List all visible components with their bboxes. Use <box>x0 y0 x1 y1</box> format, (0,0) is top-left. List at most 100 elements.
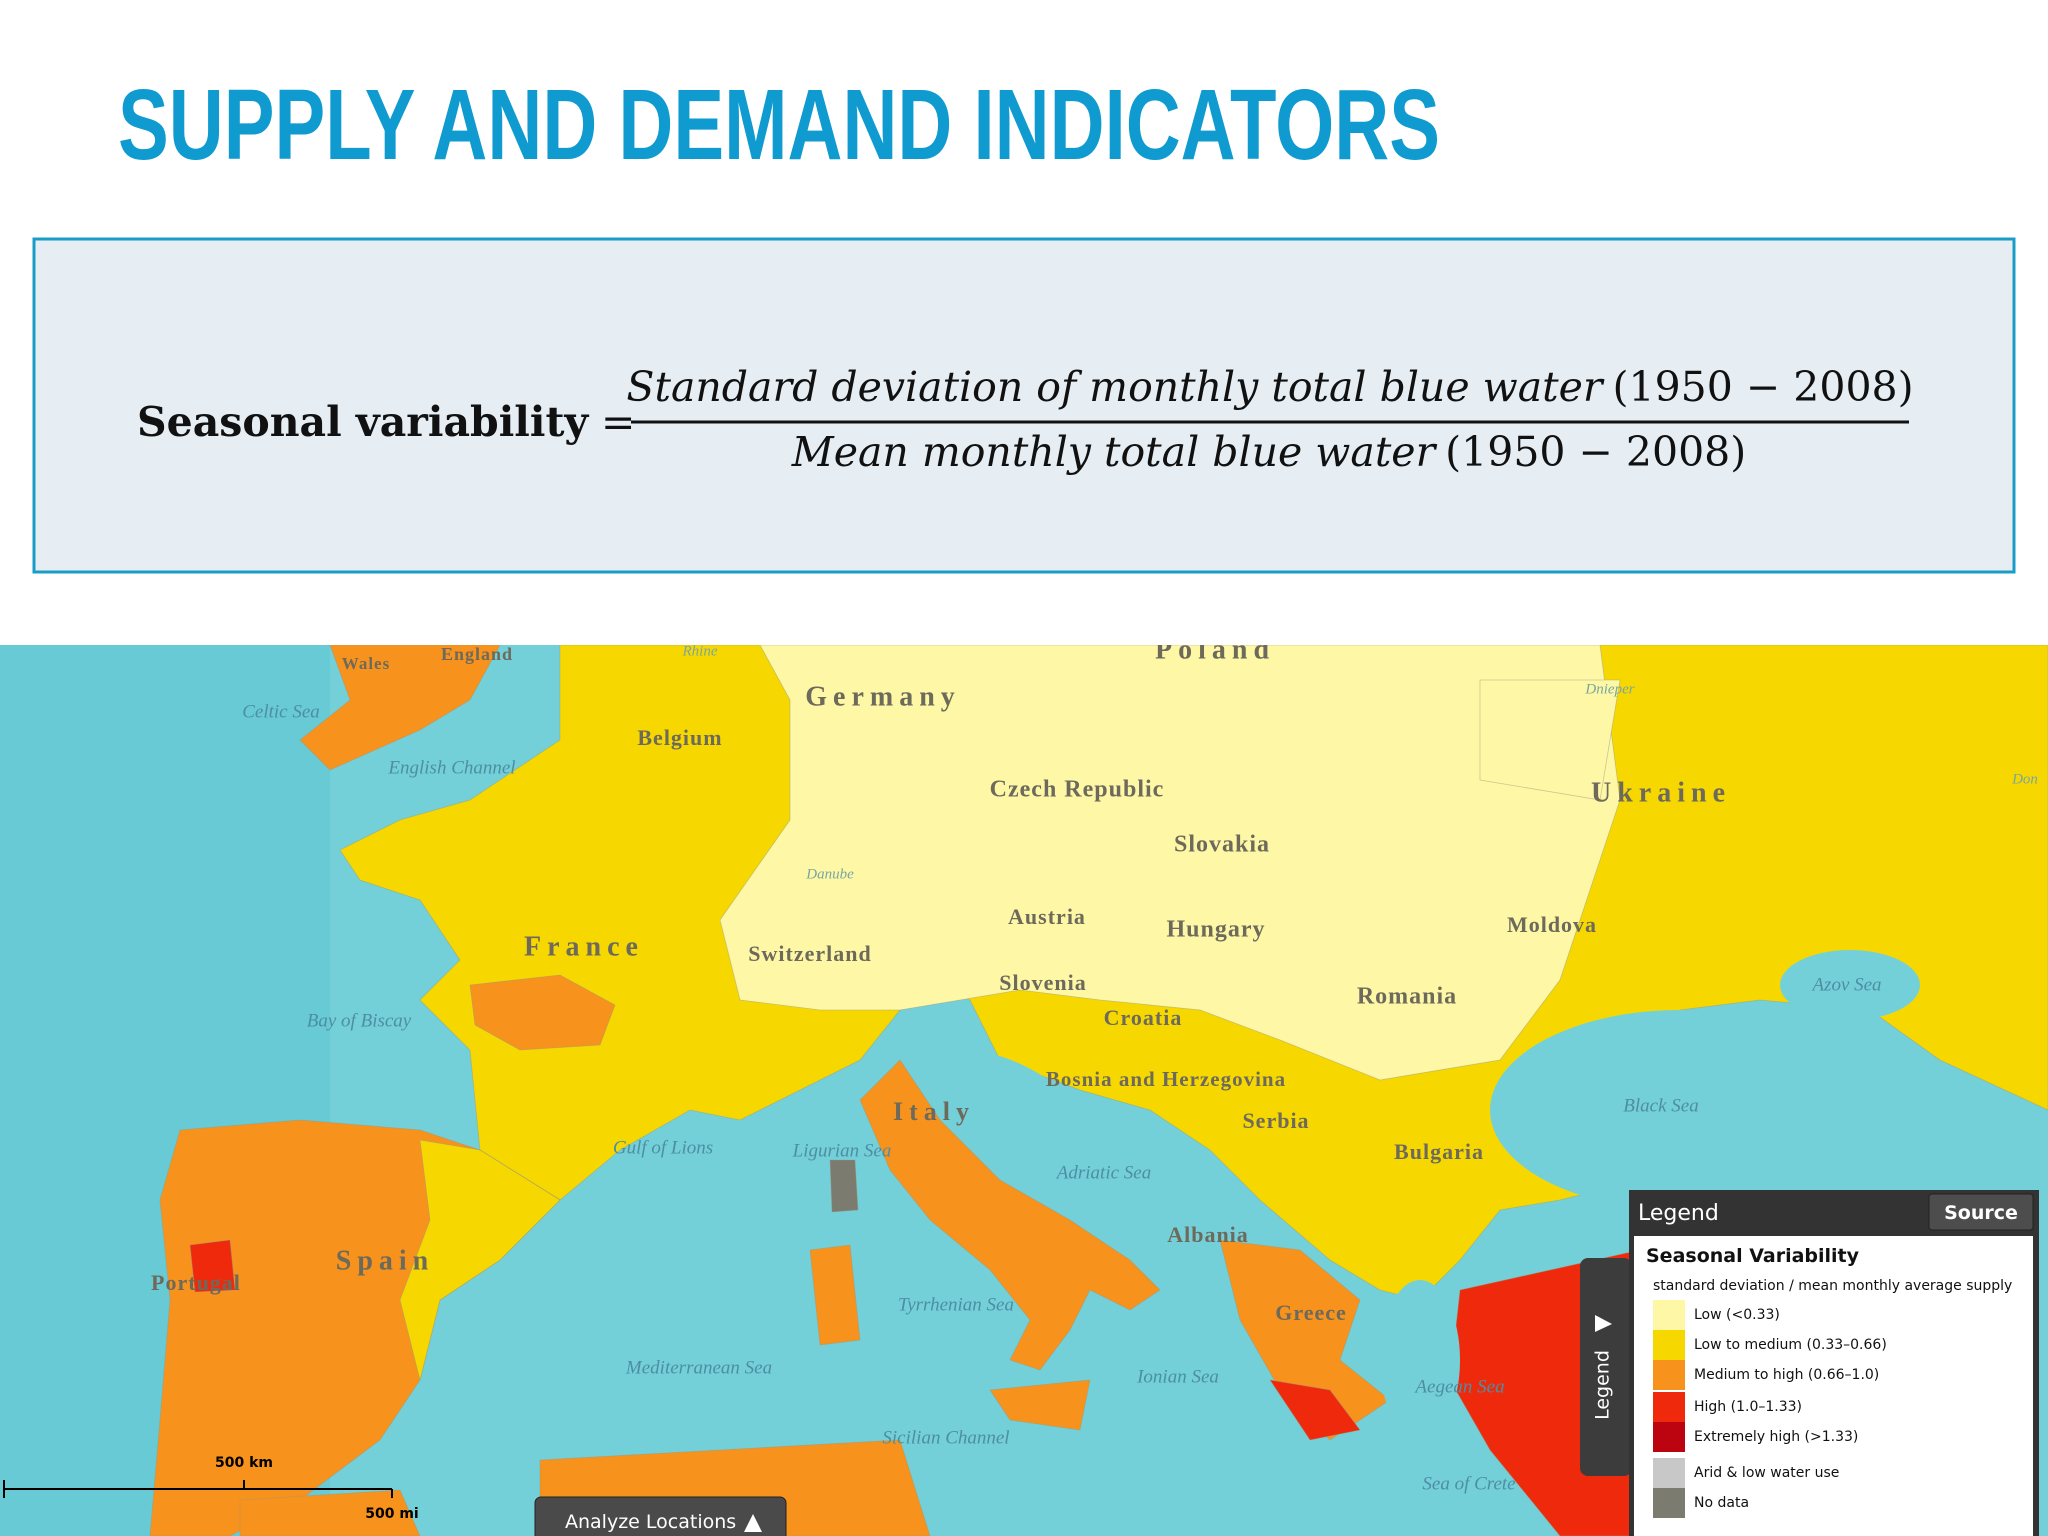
land <box>989 1379 1091 1431</box>
formula-box <box>32 237 2016 574</box>
land <box>719 645 1621 1081</box>
legend-label: No data <box>1694 1495 1749 1511</box>
legend-swatch <box>1653 1300 1685 1330</box>
source-button-bg <box>1928 1193 2034 1231</box>
denominator-years: (1950 − 2008) <box>1445 428 1746 476</box>
azov-sea <box>1780 950 1920 1020</box>
land <box>1479 679 1621 801</box>
land <box>299 645 501 771</box>
legend-label: Medium to high (0.66–1.0) <box>1694 1367 1879 1383</box>
sea-label: Aegean Sea <box>1413 1376 1504 1397</box>
country-label: Albania <box>1167 1222 1249 1247</box>
country-label: Austria <box>1008 904 1086 929</box>
black-sea <box>1490 1010 1870 1210</box>
button-arrow <box>744 1514 762 1532</box>
aegean-sea <box>1380 1280 1460 1440</box>
country-label: Spain <box>336 1245 435 1276</box>
legend-swatch <box>1653 1488 1685 1518</box>
slide-title: SUPPLY AND DEMAND INDICATORS <box>118 69 1440 181</box>
formula-lhs: Seasonal variability <box>137 398 589 446</box>
country-label: Greece <box>1275 1300 1347 1325</box>
river-label: Danube <box>805 866 854 882</box>
sea-label: English Channel <box>387 757 515 778</box>
legend-swatch <box>1653 1392 1685 1422</box>
land <box>189 1239 236 1293</box>
formula-denominator: Mean monthly total blue water (1950 − 200… <box>791 428 1747 476</box>
country-label: Portugal <box>151 1270 241 1295</box>
legend-panel: Legend Source Seasonal Variability standard… <box>1629 1190 2039 1536</box>
legend-tab[interactable]: Legend <box>1580 1258 1632 1476</box>
land <box>829 1159 859 1213</box>
tab-arrow <box>1595 1315 1612 1332</box>
sea-label: Adriatic Sea <box>1055 1162 1151 1183</box>
legend-heading: Seasonal Variability <box>1646 1245 1860 1267</box>
river-label: Dnieper <box>1584 681 1634 697</box>
country-label: Wales <box>342 654 390 673</box>
analyze-button[interactable]: Analyze Locations <box>534 1496 787 1536</box>
formula-numerator: Standard deviation of monthly total blue… <box>626 363 1913 411</box>
sea-label: Sea of Crete <box>1422 1473 1515 1494</box>
land <box>239 1489 421 1536</box>
sea-label: Tyrrhenian Sea <box>898 1294 1014 1315</box>
legend-label: Extremely high (>1.33) <box>1694 1429 1858 1445</box>
sea-label: Azov Sea <box>1810 974 1881 995</box>
legend-body <box>1634 1236 2033 1536</box>
country-label: Slovakia <box>1174 832 1270 858</box>
sea-label: Ligurian Sea <box>792 1140 892 1161</box>
country-label: Ukraine <box>1591 777 1731 808</box>
land <box>809 1244 861 1346</box>
sea-label: Black Sea <box>1623 1095 1698 1116</box>
button-bg <box>534 1496 787 1536</box>
legend-title: Legend <box>1638 1201 1719 1226</box>
adriatic-sea <box>964 1052 1116 1168</box>
land <box>1269 1379 1361 1441</box>
numerator-years: (1950 − 2008) <box>1613 363 1914 411</box>
sea-label: Ionian Sea <box>1136 1366 1219 1387</box>
legend-swatch <box>1653 1360 1685 1390</box>
country-label: Italy <box>893 1097 975 1126</box>
sea-label: Gulf of Lions <box>613 1137 713 1158</box>
tab-label[interactable]: Legend <box>1592 1350 1614 1420</box>
country-label: Romania <box>1357 984 1457 1010</box>
denominator-text: Mean monthly total blue water <box>791 428 1438 476</box>
legend-subtitle: standard deviation / mean monthly averag… <box>1653 1278 2012 1294</box>
country-label: Poland <box>1155 634 1275 665</box>
country-label: Czech Republic <box>990 777 1165 803</box>
country-label: Bosnia and Herzegovina <box>1046 1067 1286 1091</box>
tab-bg <box>1580 1258 1632 1476</box>
legend-label: Low to medium (0.33–0.66) <box>1694 1337 1887 1353</box>
sea-label: Celtic Sea <box>242 701 320 722</box>
scale-bar <box>3 1480 393 1498</box>
land <box>469 974 616 1051</box>
button-label[interactable]: Analyze Locations <box>565 1511 736 1533</box>
country-label: Bulgaria <box>1394 1139 1484 1164</box>
river-label: Rhine <box>682 643 718 659</box>
sea-label: Bay of Biscay <box>307 1010 412 1031</box>
legend-swatch <box>1653 1330 1685 1360</box>
country-label: Croatia <box>1104 1005 1183 1030</box>
river-label: Don <box>2011 771 2038 787</box>
country-label: Belgium <box>637 725 722 750</box>
scale-label: 500 mi <box>365 1506 418 1522</box>
country-label: Hungary <box>1166 917 1265 943</box>
country-label: Germany <box>805 681 961 712</box>
country-label: Slovenia <box>999 970 1086 995</box>
sea-label: Mediterranean Sea <box>625 1357 772 1378</box>
source-button[interactable]: Source <box>1944 1202 2018 1224</box>
country-label: France <box>524 931 644 962</box>
numerator-text: Standard deviation of monthly total blue… <box>626 363 1605 411</box>
land <box>859 1059 1161 1371</box>
land <box>399 1139 561 1381</box>
legend-label: Low (<0.33) <box>1694 1307 1780 1323</box>
legend-label: High (1.0–1.33) <box>1694 1399 1802 1415</box>
map: Wales England Germany Poland Belgium Czech Re… <box>0 634 2048 1536</box>
legend-swatch <box>1653 1422 1685 1452</box>
scale-label: 500 km <box>215 1455 273 1471</box>
country-label: Switzerland <box>748 941 871 966</box>
legend-label: Arid & low water use <box>1694 1465 1839 1481</box>
country-label: Moldova <box>1507 912 1597 937</box>
country-label: England <box>441 644 513 664</box>
sea-label: Sicilian Channel <box>882 1427 1009 1448</box>
